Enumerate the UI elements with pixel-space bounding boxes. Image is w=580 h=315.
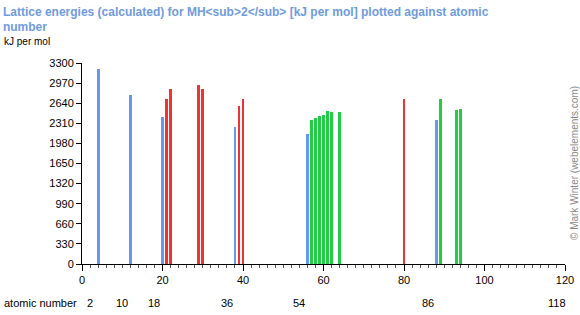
svg-text:0: 0 bbox=[79, 274, 85, 286]
svg-text:1320: 1320 bbox=[49, 177, 73, 189]
svg-text:2310: 2310 bbox=[49, 117, 73, 129]
svg-text:3300: 3300 bbox=[49, 57, 73, 69]
svg-text:86: 86 bbox=[422, 297, 434, 309]
svg-text:0: 0 bbox=[68, 258, 74, 270]
svg-text:330: 330 bbox=[55, 238, 73, 250]
svg-text:18: 18 bbox=[148, 297, 160, 309]
svg-text:120: 120 bbox=[556, 274, 574, 286]
svg-text:10: 10 bbox=[116, 297, 128, 309]
svg-text:1650: 1650 bbox=[49, 157, 73, 169]
svg-text:36: 36 bbox=[221, 297, 233, 309]
svg-text:60: 60 bbox=[317, 274, 329, 286]
svg-text:atomic number: atomic number bbox=[4, 297, 77, 309]
svg-text:118: 118 bbox=[548, 297, 566, 309]
svg-text:kJ per mol: kJ per mol bbox=[4, 36, 50, 47]
svg-text:2: 2 bbox=[87, 297, 93, 309]
svg-text:40: 40 bbox=[237, 274, 249, 286]
svg-text:990: 990 bbox=[55, 198, 73, 210]
svg-text:100: 100 bbox=[475, 274, 493, 286]
svg-text:© Mark Winter (webelements.com: © Mark Winter (webelements.com) bbox=[569, 86, 580, 240]
svg-text:1980: 1980 bbox=[49, 137, 73, 149]
svg-text:660: 660 bbox=[55, 218, 73, 230]
svg-text:80: 80 bbox=[398, 274, 410, 286]
svg-text:54: 54 bbox=[293, 297, 305, 309]
svg-text:Lattice energies (calculated): Lattice energies (calculated) for MH<sub… bbox=[3, 5, 489, 35]
svg-text:20: 20 bbox=[156, 274, 168, 286]
svg-text:2970: 2970 bbox=[49, 77, 73, 89]
svg-text:2640: 2640 bbox=[49, 97, 73, 109]
